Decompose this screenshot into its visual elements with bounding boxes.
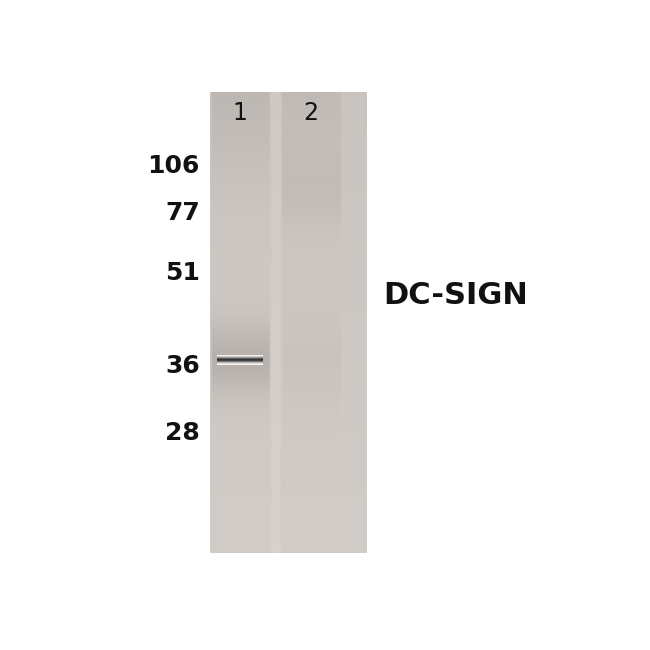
Text: DC-SIGN: DC-SIGN xyxy=(384,281,528,310)
Text: 2: 2 xyxy=(303,101,318,125)
Text: 28: 28 xyxy=(165,421,200,445)
Text: 1: 1 xyxy=(233,101,248,125)
Text: 51: 51 xyxy=(164,261,200,285)
Text: 77: 77 xyxy=(165,201,200,225)
Text: 106: 106 xyxy=(148,153,200,177)
Text: 36: 36 xyxy=(165,354,200,378)
